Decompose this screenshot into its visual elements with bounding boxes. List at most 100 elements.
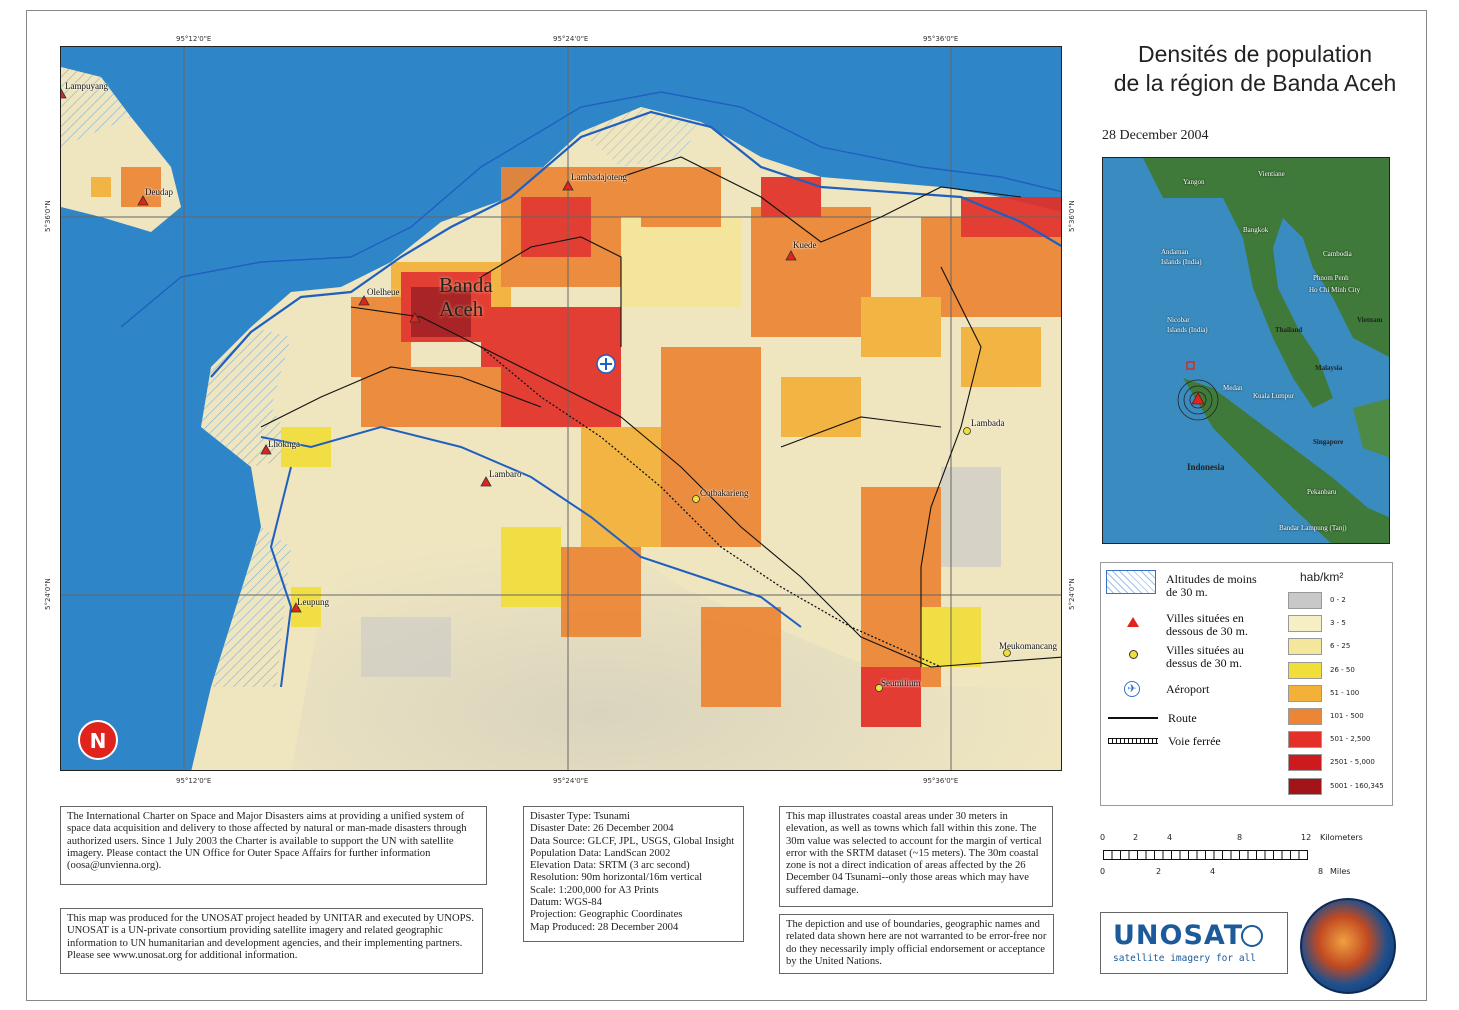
legend-high-town-icon [1129,650,1138,659]
towns-low [61,88,797,613]
unosat-logo[interactable]: UNOSAT satellite imagery for all [1100,912,1288,974]
town-triangle [61,88,67,99]
title-line-1: Densités de population [1138,41,1372,67]
inset-land-sumatra [1183,378,1389,543]
inset-label: Islands (India) [1161,258,1202,266]
main-map[interactable]: Lampuyang Deudap Lambadajoteng Kuede Ole… [60,46,1062,771]
coord-side-3: 5°36'0"N [1068,200,1076,232]
inset-label: Cambodia [1323,250,1352,258]
density-swatch-label: 2501 - 5,000 [1330,758,1375,767]
inset-land-borneo [1353,398,1389,458]
scale-mi-0: 0 [1100,867,1106,876]
charter-seal-icon [1300,898,1396,994]
inset-label: Vientiane [1258,170,1285,178]
scale-mi-2: 2 [1156,867,1162,876]
graticule [61,47,1061,770]
coord-bottom-3: 95°36'0"E [923,777,959,785]
town-triangle [480,476,492,487]
map-date: 28 December 2004 [1102,128,1209,143]
town-circle [1003,649,1011,657]
legend-road-line [1108,717,1158,719]
scale-km-2: 2 [1133,833,1139,842]
town-triangle [785,250,797,261]
inset-label: Thailand [1275,326,1303,334]
legend-high-town: Villes situées au dessus de 30 m. [1166,643,1244,670]
legend-airport: Aéroport [1166,682,1210,696]
meta-line: Resolution: 90m horizontal/16m vertical [530,872,703,884]
density-swatch [1288,638,1322,656]
density-swatch-label: 101 - 500 [1330,712,1364,720]
meta-line: Population Data: LandScan 2002 [530,847,671,859]
coord-bottom-2: 95°24'0"E [553,777,589,785]
meta-line: Disaster Date: 26 December 2004 [530,823,674,835]
density-swatch-label: 5001 - 160,345 [1330,781,1384,790]
town-label-deudap: Deudap [145,187,173,197]
density-swatch-label: 6 - 25 [1330,642,1351,651]
low-altitude-zone [61,67,131,147]
town-triangle [260,444,272,455]
meta-line: Projection: Geographic Coordinates [530,909,683,921]
inset-label: Malaysia [1315,364,1343,372]
density-swatch [1288,684,1322,702]
density-swatch [1288,731,1322,749]
town-label-cotbakarieng: Cotbakarieng [700,488,749,498]
legend-low-town-icon [1127,617,1139,627]
inset-label: Singapore [1313,438,1344,446]
density-swatch [1288,615,1322,633]
towns-high [692,427,1011,692]
density-swatch-label: 501 - 2,500 [1330,735,1371,744]
coord-top-1: 95°12'0"E [176,35,212,43]
town-label-meukomancang: Meukomancang [999,641,1057,651]
inland-contour-2 [269,466,293,688]
density-header: hab/km² [1300,570,1344,584]
railway [480,346,942,668]
town-label-lampuyang: Lampuyang [65,81,108,91]
town-triangle [137,195,149,206]
title-line-2: de la région de Banda Aceh [1113,70,1397,96]
scale-bar [1103,850,1308,860]
coord-bottom-1: 95°12'0"E [176,777,212,785]
scale-km-8: 8 [1237,833,1243,842]
town-label-kuede: Kuede [793,240,817,250]
meta-line: Datum: WGS-84 [530,897,602,909]
legend-rail-line [1108,738,1158,744]
inset-label: Nicobar [1167,316,1190,324]
town-label-olelheue: Olelheue [367,287,400,297]
town-label-lhoknga: Lhoknga [268,439,300,449]
unosat-logo-name: UNOSAT [1113,920,1244,951]
airport-symbol [596,354,616,374]
inset-label: Andaman [1161,248,1189,256]
meta-line: Data Source: GLCF, JPL, USGS, Global Ins… [530,835,735,847]
legend-low-town: Villes situées en dessous de 30 m. [1166,611,1248,638]
unosat-note: This map was produced for the UNOSAT pro… [60,908,483,974]
low-altitude-zone [201,327,301,467]
inset-label: Kuala Lumpur [1253,392,1295,400]
legend-airport-icon: ✈ [1124,681,1140,697]
density-swatch [1288,592,1322,609]
coord-top-2: 95°24'0"E [553,35,589,43]
town-triangle [290,602,302,613]
density-swatch-label: 26 - 50 [1330,665,1355,674]
inset-label: Medan [1223,384,1243,392]
inset-label: Bangkok [1243,226,1269,234]
coord-side-1: 5°36'0"N [44,200,52,232]
scale-mi-4: 4 [1210,867,1216,876]
scale-km-12: 12 [1301,833,1312,842]
road-network [260,156,1061,668]
inset-canvas [1103,158,1389,543]
map-canvas [61,47,1061,770]
legend-railway: Voie ferrée [1168,734,1221,748]
scale-km-unit: Kilometers [1320,833,1363,842]
disclaimer-note: The depiction and use of boundaries, geo… [779,914,1054,974]
coord-side-4: 5°24'0"N [1068,578,1076,610]
inset-label: Ho Chi Minh City [1309,286,1361,294]
unosat-logo-tagline: satellite imagery for all [1113,953,1256,964]
coord-side-2: 5°24'0"N [44,578,52,610]
coord-top-3: 95°36'0"E [923,35,959,43]
meta-line: Scale: 1:200,000 for A3 Prints [530,884,659,896]
inset-map[interactable]: Yangon Vientiane Andaman Islands (India)… [1102,157,1390,544]
scale-mi-8: 8 [1318,867,1324,876]
inset-label: Phnom Penh [1313,274,1349,282]
density-swatch [1288,777,1322,795]
town-label-lambadajoteng: Lambadajoteng [571,172,627,182]
